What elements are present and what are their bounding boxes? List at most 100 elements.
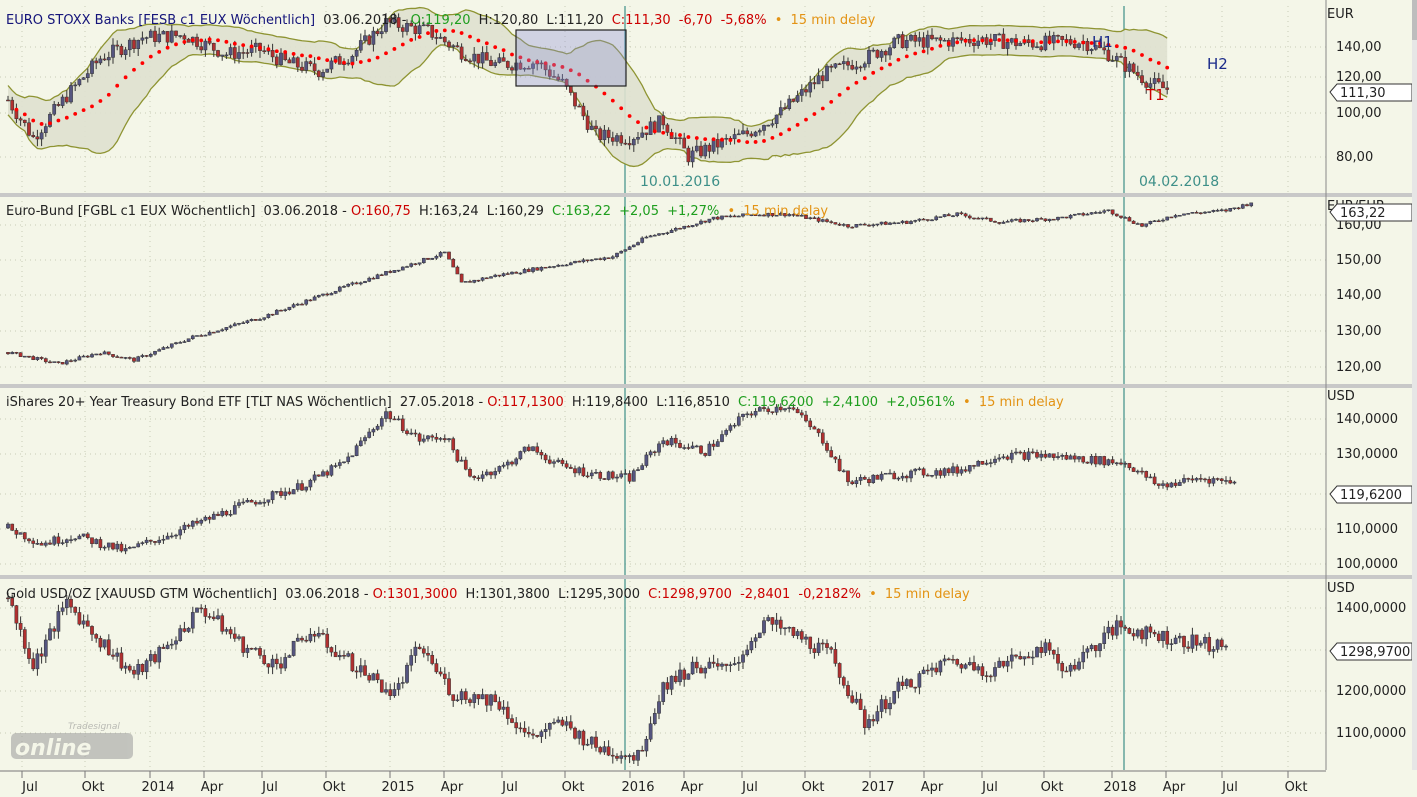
candle-body <box>174 640 178 645</box>
sar-dot <box>501 48 506 53</box>
candle-body <box>560 264 565 267</box>
candle-body <box>682 669 687 680</box>
vertical-scrollbar[interactable] <box>1412 0 1417 770</box>
candle-body <box>900 34 905 49</box>
panel3-change: +2,4100 <box>822 395 878 410</box>
candle-body <box>39 357 44 359</box>
candle-body <box>904 220 909 224</box>
label-t1: T1 <box>1145 86 1165 104</box>
candle-body <box>690 225 695 228</box>
sar-dot <box>484 41 489 46</box>
x-tick-label: Jul <box>741 780 758 795</box>
candle-body <box>858 477 863 481</box>
panel-euro-stoxx[interactable]: EURO STOXX Banks [FESB c1 EUX Wöchentlic… <box>6 6 1228 190</box>
candle-body <box>1207 478 1212 484</box>
candle-body <box>447 438 451 441</box>
candle-body <box>871 719 876 722</box>
candle-body <box>1077 661 1081 670</box>
candle-body <box>707 218 712 223</box>
candle-body <box>837 63 842 65</box>
candle-body <box>774 214 779 217</box>
candle-body <box>1106 626 1111 634</box>
sar-dot <box>232 41 237 46</box>
candle-body <box>468 281 472 283</box>
candle-body <box>736 215 741 218</box>
candle-body <box>111 542 115 550</box>
candle-body <box>900 681 905 686</box>
candle-body <box>505 461 510 466</box>
candles-euro-bund <box>6 202 1254 366</box>
candle-body <box>1102 210 1107 213</box>
y-tick-label: 120,00 <box>1336 360 1382 375</box>
candle-body <box>925 219 930 221</box>
candle-body <box>694 145 699 152</box>
candle-body <box>1014 654 1018 657</box>
candle-body <box>951 659 955 661</box>
candle-body <box>1211 478 1216 484</box>
panel2-header: Euro-Bund [FGBL c1 EUX Wöchentlich] 03.0… <box>6 204 828 219</box>
candle-body <box>1026 451 1031 460</box>
candle-body <box>518 272 523 275</box>
sar-dot <box>896 57 901 62</box>
candle-body <box>547 722 552 730</box>
candle-body <box>879 221 884 225</box>
panel-tlt[interactable]: iShares 20+ Year Treasury Bond ETF [TLT … <box>6 395 1237 555</box>
last-value-box-tlt: 119,6200 <box>1329 485 1413 504</box>
sar-dot <box>283 50 288 54</box>
candle-body <box>367 277 372 282</box>
sar-dot <box>316 56 321 61</box>
candle-body <box>127 39 132 51</box>
candle-body <box>325 68 330 73</box>
candle-body <box>329 60 334 70</box>
candle-body <box>153 30 157 42</box>
candle-body <box>501 464 506 467</box>
candle-body <box>73 84 78 87</box>
panel-euro-bund[interactable]: Euro-Bund [FGBL c1 EUX Wöchentlich] 03.0… <box>6 202 1254 366</box>
sar-dot <box>871 70 876 75</box>
candle-body <box>942 39 947 42</box>
candle-body <box>526 446 531 451</box>
candle-body <box>174 342 178 345</box>
candle-body <box>392 17 397 23</box>
candle-body <box>409 22 414 27</box>
panel-divider[interactable] <box>0 384 1417 388</box>
selection-rectangle[interactable] <box>515 29 627 87</box>
candle-body <box>854 224 859 228</box>
candle-body <box>888 47 892 56</box>
candle-body <box>136 664 141 675</box>
scrollbar-thumb[interactable] <box>1412 0 1417 40</box>
candle-body <box>678 137 682 139</box>
candle-body <box>1119 215 1123 218</box>
candle-body <box>1056 216 1060 220</box>
panel3-header: iShares 20+ Year Treasury Bond ETF [TLT … <box>6 395 1064 410</box>
candle-body <box>581 467 586 477</box>
sar-dot <box>879 66 884 71</box>
candle-body <box>18 622 23 630</box>
candle-body <box>451 45 456 48</box>
candle-body <box>144 539 149 543</box>
candle-body <box>715 216 720 220</box>
candle-body <box>623 249 628 252</box>
candle-body <box>484 52 489 61</box>
candle-body <box>522 446 527 452</box>
candle-body <box>312 474 317 481</box>
candle-body <box>766 213 771 217</box>
sar-dot <box>22 112 27 117</box>
panel-divider[interactable] <box>0 575 1417 579</box>
candle-body <box>1056 654 1060 664</box>
candle-body <box>1190 478 1195 481</box>
sar-dot <box>787 127 792 132</box>
candle-body <box>661 115 666 126</box>
candle-body <box>909 470 913 479</box>
panel-divider[interactable] <box>0 193 1417 197</box>
candle-body <box>980 217 985 220</box>
sar-dot <box>207 37 212 42</box>
candle-body <box>287 59 292 64</box>
candle-body <box>1051 218 1056 221</box>
candle-body <box>951 215 955 218</box>
sar-dot <box>224 39 229 44</box>
sar-dot <box>367 58 372 63</box>
candle-body <box>568 466 573 469</box>
candle-body <box>909 221 913 224</box>
panel-gold[interactable]: Gold USD/OZ [XAUUSD GTM Wöchentlich] 03.… <box>6 587 1228 766</box>
